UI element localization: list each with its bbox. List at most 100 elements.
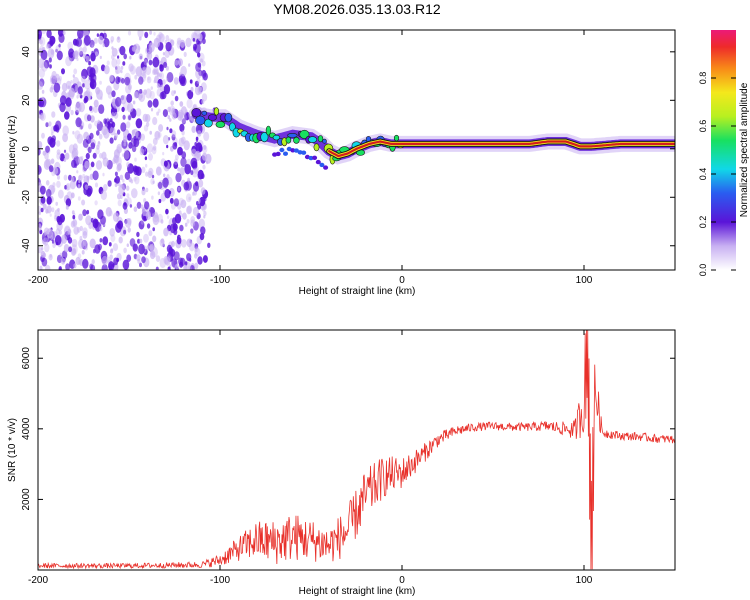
noise-speck bbox=[120, 94, 127, 105]
ridge-blob bbox=[287, 132, 298, 138]
ridge-blob bbox=[195, 115, 206, 126]
y-tick-label: 40 bbox=[21, 46, 32, 58]
noise-speck bbox=[181, 130, 185, 136]
noise-speck bbox=[166, 255, 171, 262]
noise-speck bbox=[162, 135, 169, 145]
noise-speck bbox=[99, 226, 103, 232]
noise-speck bbox=[162, 151, 165, 156]
noise-speck bbox=[51, 135, 56, 143]
noise-speck bbox=[179, 224, 184, 232]
x-tick-label: 0 bbox=[399, 575, 405, 586]
noise-speck bbox=[141, 188, 146, 196]
noise-speck bbox=[41, 132, 45, 139]
noise-speck bbox=[186, 253, 192, 261]
noise-speck bbox=[90, 161, 95, 168]
noise-speck bbox=[77, 196, 81, 201]
noise-speck bbox=[114, 175, 120, 184]
noise-speck bbox=[82, 165, 87, 173]
noise-speck bbox=[194, 80, 199, 88]
noise-speck bbox=[201, 60, 206, 67]
noise-speck bbox=[70, 109, 74, 116]
noise-speck bbox=[173, 161, 179, 169]
noise-speck bbox=[139, 148, 145, 156]
noise-speck bbox=[179, 72, 182, 76]
noise-speck bbox=[72, 219, 78, 227]
noise-speck bbox=[89, 105, 93, 111]
noise-speck bbox=[199, 196, 206, 207]
noise-speck bbox=[101, 255, 108, 266]
noise-speck bbox=[156, 111, 160, 116]
noise-speck bbox=[95, 160, 103, 170]
noise-speck bbox=[149, 250, 156, 260]
noise-speck bbox=[146, 76, 152, 84]
noise-speck bbox=[72, 38, 78, 46]
noise-speck bbox=[178, 58, 183, 67]
noise-speck bbox=[98, 35, 104, 45]
noise-speck bbox=[148, 42, 155, 53]
noise-speck bbox=[165, 65, 169, 71]
noise-speck bbox=[144, 57, 148, 64]
noise-speck bbox=[126, 193, 130, 198]
noise-speck bbox=[68, 246, 72, 253]
noise-speck bbox=[71, 210, 75, 215]
noise-speck bbox=[53, 166, 59, 175]
noise-speck bbox=[132, 243, 138, 252]
noise-speck bbox=[201, 99, 205, 105]
noise-speck bbox=[178, 210, 182, 215]
noise-speck bbox=[126, 161, 130, 168]
noise-speck bbox=[99, 80, 102, 85]
noise-speck bbox=[147, 170, 153, 179]
noise-speck bbox=[94, 200, 98, 206]
noise-speck bbox=[38, 101, 42, 107]
noise-speck bbox=[157, 191, 161, 196]
noise-speck bbox=[82, 173, 86, 179]
noise-speck bbox=[78, 47, 84, 55]
noise-speck bbox=[103, 184, 108, 192]
ridge-blob bbox=[207, 114, 217, 121]
noise-speck bbox=[142, 113, 148, 122]
noise-speck bbox=[93, 106, 98, 113]
noise-speck bbox=[179, 167, 185, 176]
noise-speck bbox=[72, 74, 75, 78]
noise-speck bbox=[142, 71, 147, 79]
noise-speck bbox=[186, 158, 191, 166]
ridge-lobe-blob bbox=[319, 162, 325, 168]
noise-speck bbox=[94, 182, 99, 188]
noise-speck bbox=[179, 123, 185, 132]
noise-speck bbox=[180, 157, 187, 168]
noise-speck bbox=[105, 85, 112, 95]
noise-speck bbox=[183, 140, 190, 151]
noise-speck bbox=[140, 67, 146, 77]
noise-speck bbox=[56, 215, 61, 223]
noise-speck bbox=[86, 209, 90, 215]
noise-speck bbox=[82, 231, 88, 239]
noise-speck bbox=[165, 35, 170, 41]
ridge-blob bbox=[224, 112, 233, 123]
noise-speck bbox=[46, 30, 52, 39]
noise-speck bbox=[153, 37, 161, 48]
ridge-blob bbox=[322, 138, 327, 144]
noise-speck bbox=[67, 41, 73, 51]
noise-speck bbox=[146, 210, 151, 218]
noise-speck bbox=[202, 152, 208, 161]
noise-speck bbox=[171, 130, 177, 138]
noise-speck bbox=[38, 246, 42, 254]
ridge-lobe-blob bbox=[290, 148, 296, 153]
noise-speck bbox=[151, 174, 155, 179]
noise-speck bbox=[201, 205, 206, 212]
noise-speck bbox=[59, 153, 65, 162]
noise-speck bbox=[183, 264, 188, 270]
noise-speck bbox=[47, 43, 51, 50]
noise-speck bbox=[57, 175, 60, 180]
noise-speck bbox=[102, 172, 105, 177]
spectrogram-y-label: Frequency (Hz) bbox=[7, 116, 18, 185]
noise-speck bbox=[39, 78, 45, 87]
noise-speck bbox=[173, 198, 180, 207]
noise-speck bbox=[110, 248, 114, 254]
noise-speck bbox=[74, 102, 82, 113]
noise-speck bbox=[149, 30, 153, 35]
noise-speck bbox=[41, 30, 46, 35]
noise-speck bbox=[158, 124, 164, 132]
noise-speck bbox=[111, 46, 114, 50]
spectrogram-y-axis: -40 -20 0 20 40 bbox=[21, 46, 675, 253]
